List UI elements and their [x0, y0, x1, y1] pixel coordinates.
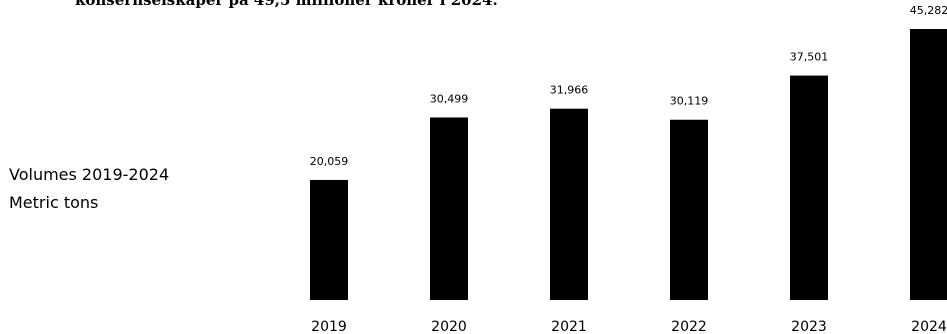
bar-2022 [670, 119, 708, 300]
x-tick-2023: 2023 [791, 319, 827, 334]
chart-unit-label: Metric tons [9, 193, 99, 212]
value-label-2023: 37,501 [790, 51, 829, 64]
chart-title: Volumes 2019-2024 [9, 165, 170, 184]
x-tick-2024: 2024 [911, 319, 947, 334]
x-tick-2019: 2019 [311, 319, 347, 334]
intro-text-fragment: konsernselskaper på 49,5 millioner krone… [75, 0, 498, 9]
value-label-2022: 30,119 [670, 95, 709, 108]
value-label-2024: 45,282 [910, 4, 947, 17]
bar-2019 [310, 179, 348, 300]
bar-2024 [910, 29, 947, 300]
x-tick-2022: 2022 [671, 319, 707, 334]
value-label-2020: 30,499 [430, 92, 469, 105]
bar-2020 [430, 117, 468, 301]
value-label-2019: 20,059 [310, 155, 349, 168]
bar-2023 [790, 75, 828, 300]
x-tick-2021: 2021 [551, 319, 587, 334]
x-tick-2020: 2020 [431, 319, 467, 334]
bar-2021 [550, 108, 588, 300]
value-label-2021: 31,966 [550, 84, 589, 97]
